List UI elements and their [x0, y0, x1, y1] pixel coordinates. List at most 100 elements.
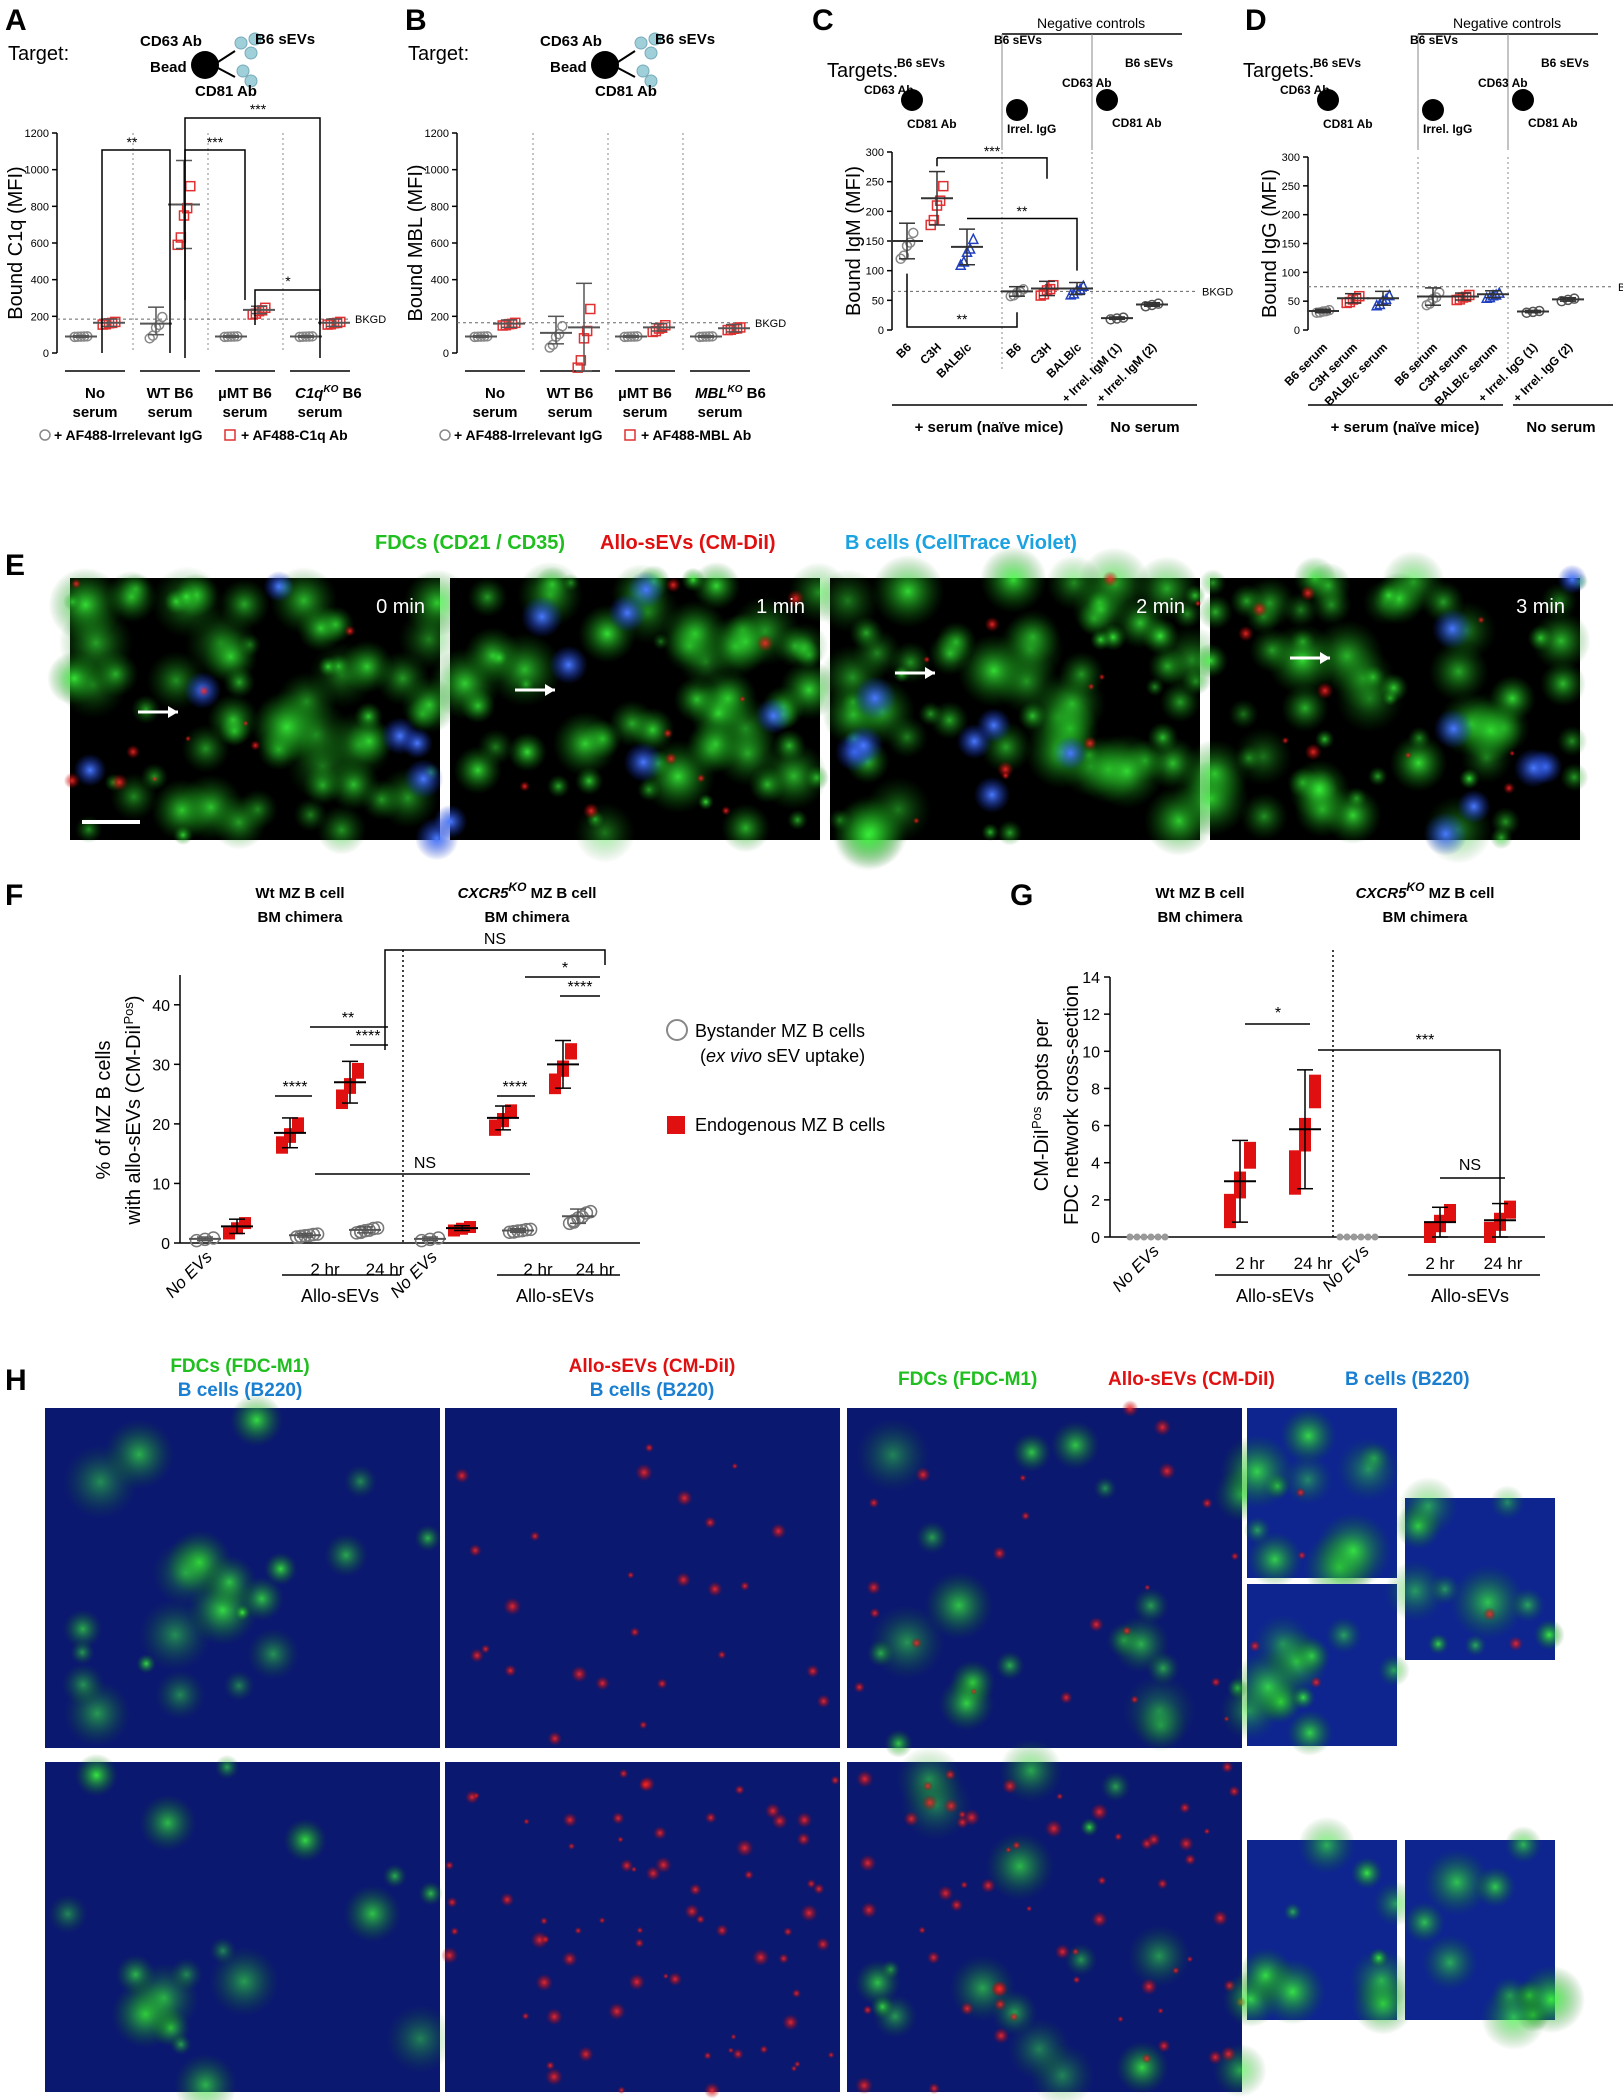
- error-bar-4: [1417, 287, 1449, 306]
- data-point: [544, 342, 555, 353]
- arrow-head: [1560, 1515, 1568, 1525]
- category-label: serum: [297, 404, 342, 421]
- irrelevant-error-bar: [140, 306, 172, 336]
- ko-superscript: KO: [1406, 880, 1425, 894]
- data-point: [1371, 1233, 1379, 1241]
- green-signal: [1004, 608, 1061, 665]
- red-signal: [912, 817, 920, 825]
- green-signal: [804, 765, 830, 791]
- green-signal: [507, 732, 548, 772]
- green-signal: [773, 624, 817, 668]
- time-label: 0 min: [376, 596, 425, 618]
- red-signal: [1019, 1474, 1027, 1482]
- red-signal: [63, 772, 81, 789]
- red-signal: [500, 1892, 515, 1907]
- arrow-marker: [1560, 1515, 1578, 1525]
- bead-shape: [901, 89, 923, 111]
- data-point: [1364, 1233, 1372, 1241]
- red-signal: [662, 728, 673, 739]
- significance-label: NS: [414, 1155, 436, 1172]
- data-point: [1126, 1233, 1134, 1241]
- red-signal: [1025, 1905, 1033, 1912]
- green-signal: [209, 1946, 279, 2017]
- category-label: serum: [147, 404, 192, 421]
- green-signal: [1422, 1934, 1478, 1991]
- green-signal: [1384, 1560, 1446, 1622]
- data-point: [575, 355, 587, 366]
- red-signal: [662, 1973, 669, 1980]
- y-tick-label: 150: [1282, 239, 1300, 251]
- red-signal: [991, 1980, 1009, 1998]
- diagram-cd63-label: CD63 Ab: [864, 83, 914, 97]
- green-signal: [467, 577, 508, 618]
- category-label: serum: [547, 404, 592, 421]
- negative-controls-label: Negative controls: [1037, 15, 1145, 31]
- legend: + AF488-Irrelevant IgG + AF488-C1q Ab: [39, 427, 348, 443]
- red-signal: [684, 1903, 700, 1919]
- green-signal: [1249, 627, 1295, 673]
- green-signal: [924, 1571, 993, 1640]
- green-signal: [1132, 1587, 1169, 1624]
- red-signal: [151, 775, 158, 783]
- title-suffix: MZ B cell: [1424, 885, 1494, 902]
- red-signal: [752, 1948, 770, 1966]
- red-signal: [703, 2051, 712, 2060]
- text-part: ex vivo: [706, 1046, 762, 1066]
- arrow-head: [168, 706, 178, 718]
- data-point: [1161, 1233, 1169, 1241]
- y-axis-label: Bound C1q (MFI): [5, 166, 27, 319]
- green-signal: [870, 1994, 895, 2019]
- red-signal: [827, 2051, 835, 2059]
- data-point: [1289, 1171, 1301, 1184]
- green-signal: [48, 1894, 88, 1934]
- green-signal: [1556, 725, 1588, 757]
- targets-label: Targets:: [827, 60, 898, 82]
- green-signal: [343, 1464, 377, 1499]
- green-signal: [234, 1604, 251, 1621]
- green-signal: [1349, 1948, 1414, 2012]
- y-tick-label: 0: [161, 1236, 170, 1253]
- red-signal: [704, 1516, 717, 1529]
- data-point: [1289, 1161, 1301, 1174]
- timelapse-frame-4: 3 min: [1173, 550, 1591, 864]
- data-point: [336, 1089, 348, 1102]
- error-bar: [1289, 1069, 1321, 1190]
- data-points: [1126, 1233, 1169, 1241]
- red-signal: [583, 802, 600, 819]
- irrelevant-error-bar: [615, 335, 647, 338]
- ko-superscript: KO: [728, 384, 743, 395]
- y-tick-label: 100: [866, 266, 884, 278]
- group-label: Allo-sEVs: [1431, 1286, 1509, 1306]
- green-signal: [1240, 792, 1289, 841]
- green-signal: [1017, 701, 1048, 731]
- bystander-error-bar: [414, 1236, 446, 1242]
- y-axis-label: Bound MBL (MFI): [405, 164, 427, 321]
- red-signal: [1114, 1832, 1123, 1842]
- red-signal: [732, 2048, 744, 2060]
- data-point: [547, 339, 559, 351]
- endogenous-error-bar: [547, 1039, 579, 1089]
- panel-label-h: H: [5, 1364, 27, 1397]
- red-signal: [504, 1664, 517, 1677]
- data-point: [898, 250, 910, 261]
- significance-label: **: [957, 311, 968, 327]
- error-bar-7: [1517, 309, 1549, 314]
- green-signal: [985, 1832, 1055, 1901]
- red-signal: [668, 1972, 683, 1987]
- red-signal: [198, 685, 210, 697]
- antibody-stalk: [217, 50, 236, 63]
- y-axis-label: FDC network cross-section: [1061, 985, 1083, 1225]
- red-signal: [644, 1443, 654, 1453]
- diagram-sevs-label: B6 sEVs: [255, 31, 315, 48]
- superscript: Pos: [121, 1002, 136, 1025]
- red-signal: [704, 1811, 717, 1824]
- red-signal: [545, 2008, 563, 2026]
- endogenous-error-bar: [334, 1060, 366, 1104]
- data-point: [185, 180, 196, 192]
- green-signal: [343, 1885, 402, 1943]
- y-axis-label: CM-DiIPos spots per: [1029, 1018, 1053, 1191]
- error-bar: [1424, 1206, 1456, 1238]
- arrow-head: [925, 667, 935, 679]
- data-point: [276, 1136, 288, 1149]
- green-signal: [283, 1818, 327, 1862]
